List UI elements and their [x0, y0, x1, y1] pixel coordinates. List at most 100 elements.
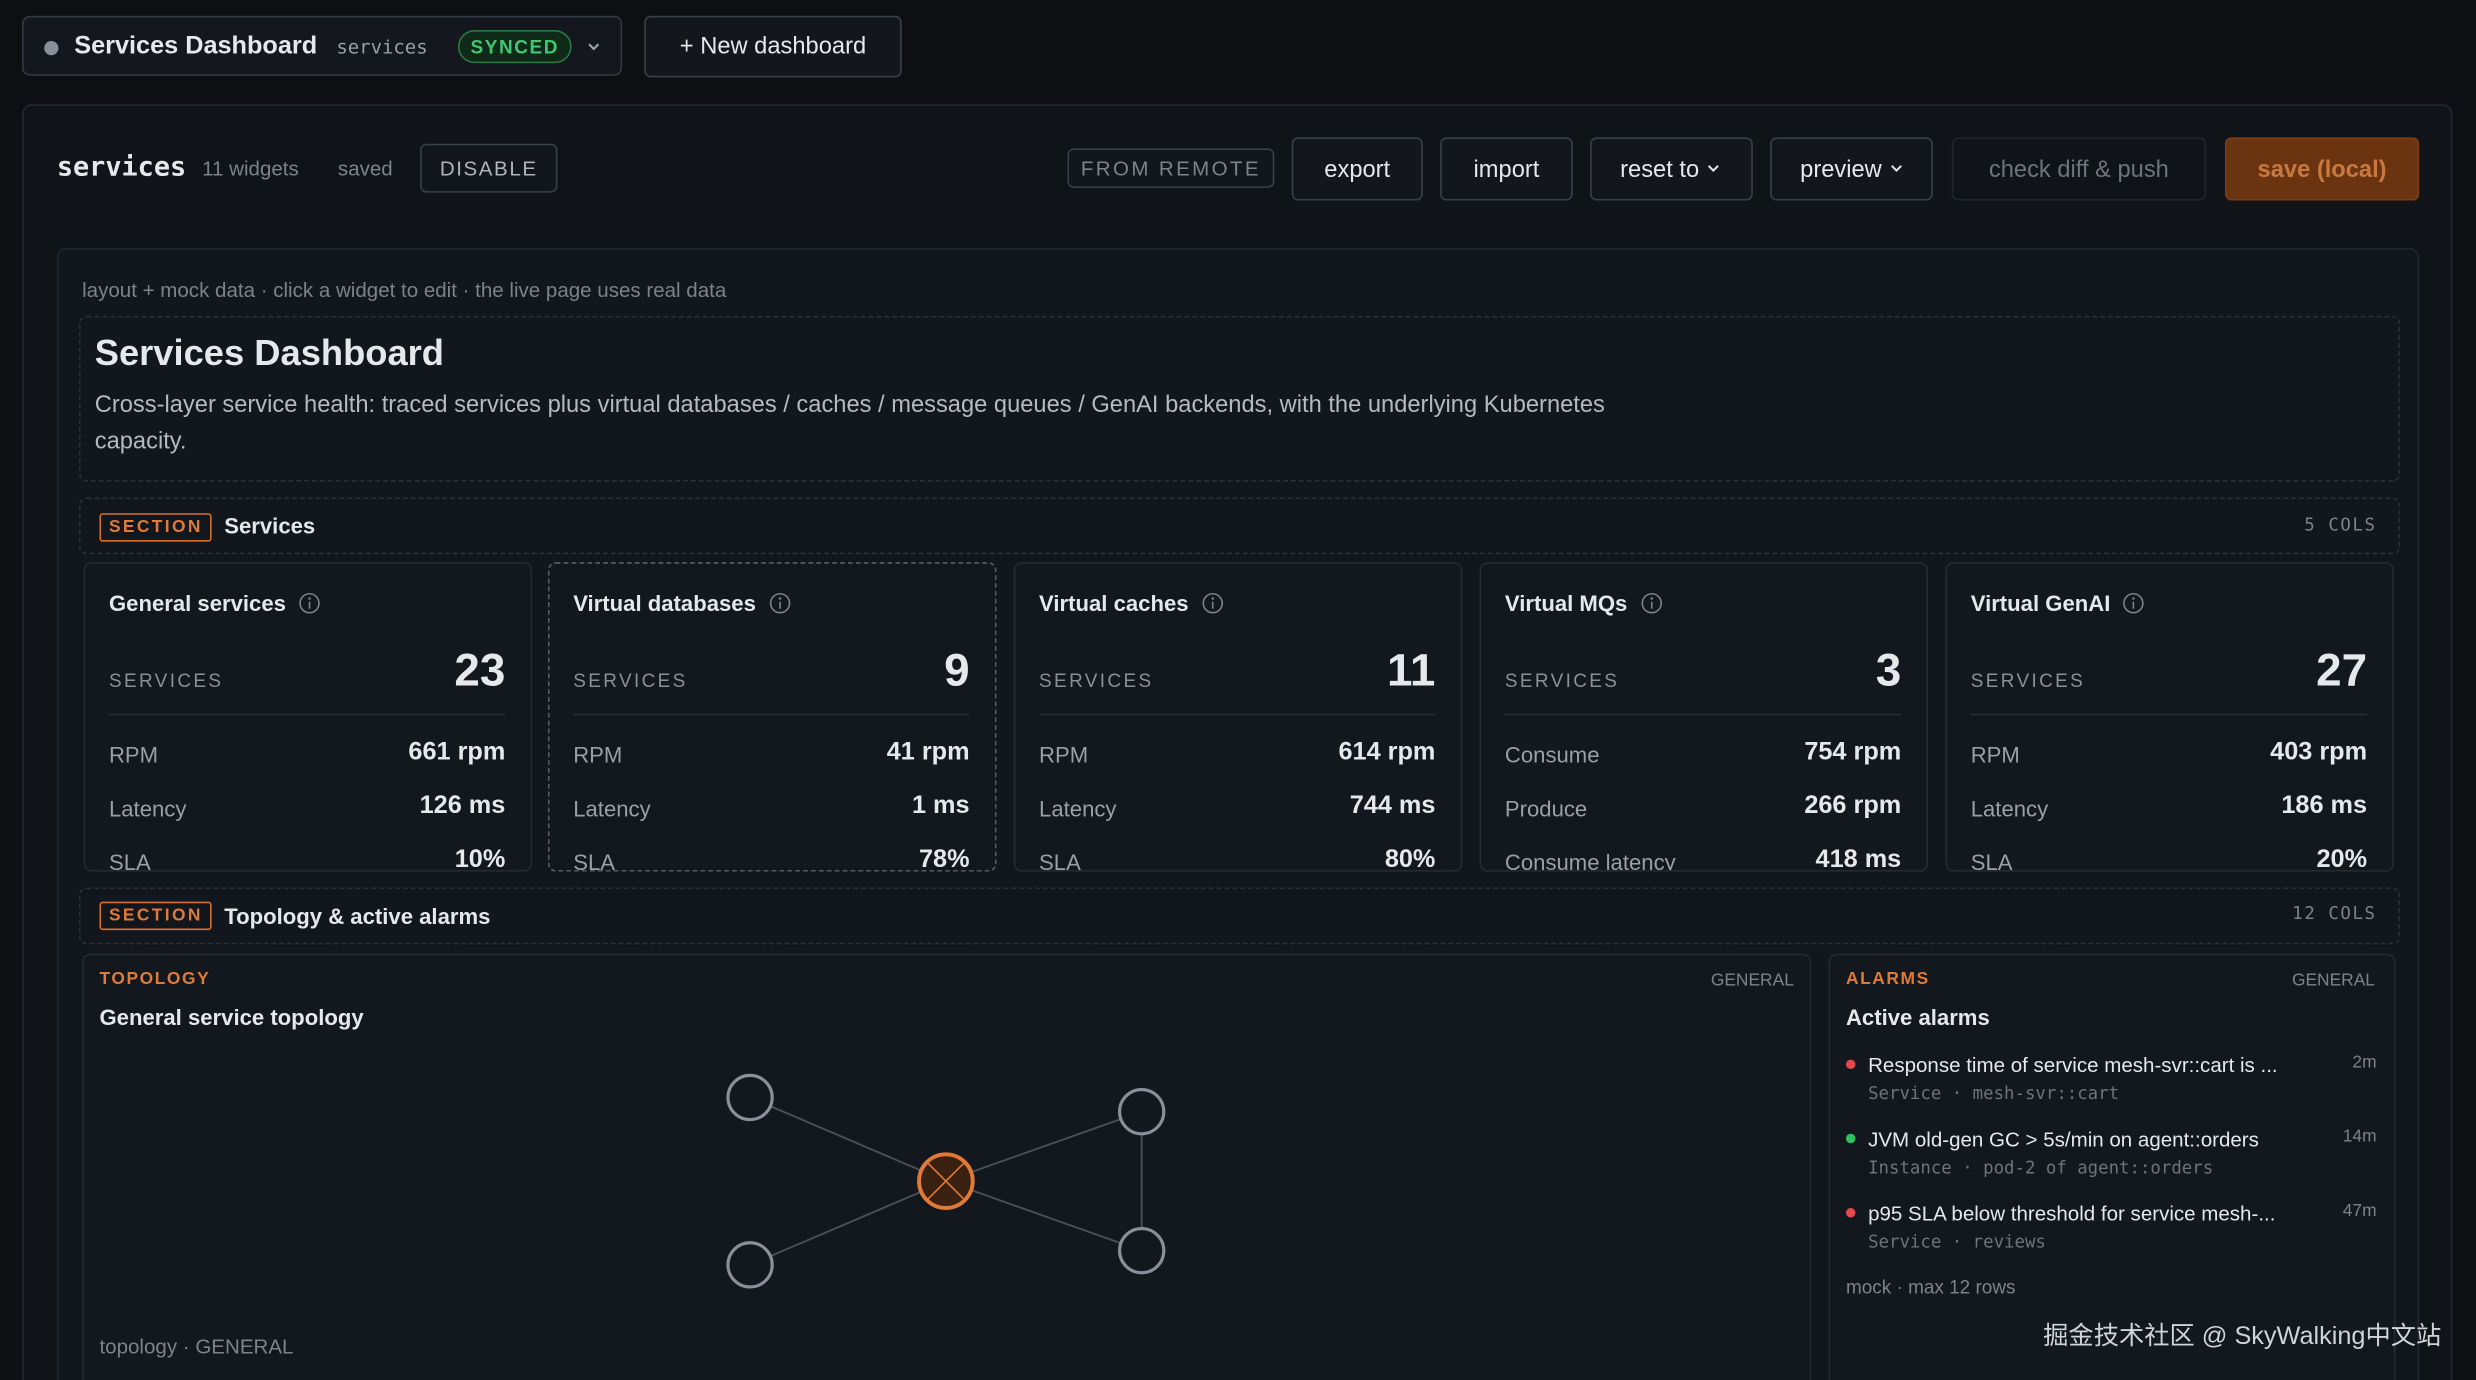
chevron — [588, 43, 600, 51]
alarm-age: 2m — [2352, 1053, 2377, 1073]
widget-footer: topology · GENERAL — [99, 1334, 294, 1359]
check-push-button[interactable]: check diff & push — [1951, 137, 2207, 201]
metric-label: Consume — [1504, 742, 1600, 768]
card-name: Virtual databases — [573, 590, 756, 616]
disable-button[interactable]: DISABLE — [420, 143, 558, 193]
card-name: General services — [108, 590, 286, 616]
chevron — [1890, 165, 1902, 172]
stat-card[interactable]: Virtual MQs SERVICES 3 Consume 754 rpm Produc… — [1479, 562, 1929, 872]
primary-label: SERVICES — [573, 669, 688, 692]
alarm-text[interactable]: Response time of service mesh-svr::cart … — [1868, 1053, 2278, 1077]
widget-footer: mock · max 12 rows — [1845, 1275, 2016, 1299]
metric-value: 1 ms — [911, 792, 970, 820]
metric-label: SLA — [108, 849, 151, 872]
info-icon[interactable] — [769, 592, 791, 614]
alarm-text[interactable]: JVM old-gen GC > 5s/min on agent::orders — [1868, 1127, 2259, 1152]
metric-value: 186 ms — [2281, 792, 2368, 820]
dashboard-name: services — [56, 151, 187, 184]
preview-button[interactable]: preview — [1770, 137, 1933, 201]
alarm-age: 47m — [2342, 1201, 2377, 1221]
metric-value: 661 rpm — [408, 739, 506, 766]
primary-label: SERVICES — [1039, 669, 1154, 692]
severity-dot — [1845, 1208, 1856, 1218]
stat-card[interactable]: Virtual databases SERVICES 9 RPM 41 rpm Laten… — [547, 562, 997, 872]
info-icon[interactable] — [2122, 592, 2144, 614]
metric-label: SLA — [1970, 849, 2013, 872]
canvas-note: layout + mock data · click a widget to e… — [82, 277, 727, 302]
preview-label: preview — [1800, 155, 1882, 183]
info-icon[interactable] — [1202, 592, 1224, 614]
dashboard-title: Services Dashboard — [74, 33, 318, 61]
info-icon[interactable] — [298, 592, 320, 614]
metric-value: 403 rpm — [2270, 739, 2368, 766]
metric-value: 10% — [454, 846, 506, 872]
new-dashboard-button[interactable]: + New dashboard — [644, 15, 902, 78]
metric-label: Consume latency — [1504, 849, 1676, 872]
intro-widget[interactable] — [78, 315, 2401, 482]
section-header[interactable] — [78, 497, 2401, 555]
widget-kind: TOPOLOGY — [99, 969, 211, 989]
primary-value: 3 — [1875, 645, 1902, 697]
save-button[interactable]: save (local) — [2224, 137, 2420, 201]
stat-card[interactable]: Virtual caches SERVICES 11 RPM 614 rpm Latenc… — [1013, 562, 1463, 872]
divider — [108, 713, 506, 716]
divider — [1970, 713, 2368, 716]
dashboard-slug: services — [336, 36, 428, 59]
section-title: Topology & active alarms — [224, 903, 491, 929]
primary-value: 23 — [454, 645, 506, 697]
metric-value: 20% — [2316, 846, 2368, 872]
primary-label: SERVICES — [1504, 669, 1620, 692]
section-tag: SECTION — [99, 901, 213, 931]
metric-value: 78% — [918, 846, 970, 872]
divider — [1504, 713, 1902, 716]
card-name: Virtual MQs — [1504, 590, 1628, 616]
metric-label: Latency — [1970, 795, 2049, 822]
section-tag: SECTION — [99, 513, 213, 542]
metric-value: 266 rpm — [1804, 792, 1902, 820]
metric-value: 41 rpm — [886, 739, 970, 766]
metric-label: Latency — [573, 795, 651, 822]
metric-value: 744 ms — [1349, 792, 1436, 820]
from-remote-button[interactable]: FROM REMOTE — [1067, 148, 1275, 188]
stat-card[interactable]: Virtual GenAI SERVICES 27 RPM 403 rpm Latency… — [1945, 562, 2394, 872]
metric-label: SLA — [573, 849, 616, 872]
metric-label: Latency — [1039, 795, 1117, 822]
topology-graph — [726, 1073, 1166, 1289]
info-icon[interactable] — [1641, 592, 1663, 614]
chevron — [1707, 165, 1719, 172]
intro-description: Cross-layer service health: traced servi… — [94, 391, 1605, 455]
alarms-widget[interactable] — [1828, 953, 2396, 1380]
primary-label: SERVICES — [1970, 669, 2086, 692]
widget-title: General service topology — [99, 1004, 364, 1030]
metric-value: 126 ms — [419, 792, 506, 820]
metric-value: 80% — [1384, 846, 1436, 872]
primary-value: 27 — [2316, 645, 2368, 697]
divider — [573, 713, 970, 716]
metric-value: 754 rpm — [1804, 739, 1902, 766]
metric-label: RPM — [1970, 742, 2020, 768]
metric-label: RPM — [108, 742, 159, 768]
metric-label: Produce — [1504, 795, 1588, 822]
widget-kind: ALARMS — [1845, 969, 1930, 989]
reset-label: reset to — [1620, 155, 1700, 183]
stat-card[interactable]: General services SERVICES 23 RPM 661 rpm Late… — [83, 562, 533, 872]
status-dot — [44, 41, 59, 56]
alarm-meta: Service · reviews — [1868, 1231, 2046, 1253]
import-button[interactable]: import — [1440, 137, 1573, 201]
alarm-text[interactable]: p95 SLA below threshold for service mesh… — [1868, 1201, 2276, 1226]
severity-dot — [1845, 1133, 1856, 1144]
card-name: Virtual caches — [1039, 590, 1189, 616]
metric-label: Latency — [108, 795, 187, 822]
export-button[interactable]: export — [1291, 137, 1423, 201]
alarm-meta: Service · mesh-svr::cart — [1868, 1083, 2120, 1104]
section-cols: 12 COLS — [2292, 903, 2377, 924]
widget-count: 11 widgets — [202, 156, 299, 181]
widget-title: Active alarms — [1845, 1004, 1990, 1030]
section-header[interactable] — [78, 887, 2401, 945]
alarm-meta: Instance · pod-2 of agent::orders — [1868, 1157, 2214, 1179]
widget-scope: GENERAL — [2291, 971, 2375, 991]
alarm-age: 14m — [2342, 1127, 2377, 1147]
reset-button[interactable]: reset to — [1590, 137, 1753, 201]
